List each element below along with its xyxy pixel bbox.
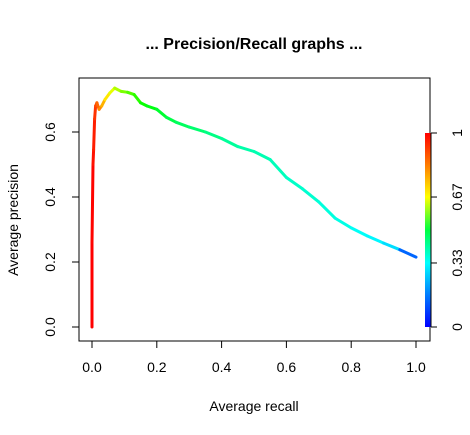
curve-segment (220, 137, 240, 149)
curve-segment (398, 248, 418, 259)
curve-segment (317, 200, 337, 220)
curve-segment (91, 148, 96, 166)
y-tick-label: 0.0 (42, 317, 58, 337)
curve-segment (252, 150, 272, 162)
x-axis: 0.0 0.2 0.4 0.6 0.8 1.0 (82, 340, 426, 375)
y-axis-label: Average precision (5, 164, 21, 276)
curve-segment (333, 216, 353, 230)
curve-segment (301, 187, 321, 204)
x-tick-label: 0.2 (147, 359, 167, 375)
colorbar-axis: 0 0.33 0.67 1 (430, 129, 465, 331)
curve-segment (349, 226, 369, 238)
x-tick-label: 0.0 (82, 359, 102, 375)
curve-segment (174, 120, 191, 129)
curve-segment (382, 241, 402, 252)
x-tick-label: 0.6 (277, 359, 297, 375)
x-tick-label: 0.4 (212, 359, 232, 375)
curve-segment (132, 93, 143, 105)
y-tick-label: 0.6 (42, 122, 58, 142)
y-tick-label: 0.2 (42, 252, 58, 272)
colorbar-tick-label: 0.33 (449, 249, 465, 276)
x-tick-label: 0.8 (341, 359, 361, 375)
colorbar-tick-label: 1 (449, 129, 465, 137)
y-tick-label: 0.4 (42, 187, 58, 207)
curve-segment (93, 104, 98, 121)
curve-segment (92, 117, 97, 152)
x-axis-label: Average recall (209, 398, 298, 414)
curve-segment (284, 176, 305, 191)
curve-segment (268, 158, 288, 179)
chart-title: ... Precision/Recall graphs ... (146, 36, 363, 53)
curve-segment (145, 104, 159, 111)
curve-segment (155, 107, 168, 119)
colorbar-tick-label: 0.67 (449, 183, 465, 210)
curve-segment (236, 145, 256, 153)
y-axis: 0.0 0.2 0.4 0.6 (42, 122, 80, 337)
curve-segment (365, 234, 386, 245)
colorbar (425, 133, 431, 327)
curve-segment (90, 163, 95, 244)
precision-recall-curve (90, 86, 418, 329)
curve-segment (203, 130, 224, 140)
x-tick-label: 1.0 (406, 359, 426, 375)
curve-segment (187, 125, 207, 134)
curve-segment (165, 115, 178, 124)
plot-frame (78, 77, 431, 342)
colorbar-tick-label: 0 (449, 323, 465, 331)
